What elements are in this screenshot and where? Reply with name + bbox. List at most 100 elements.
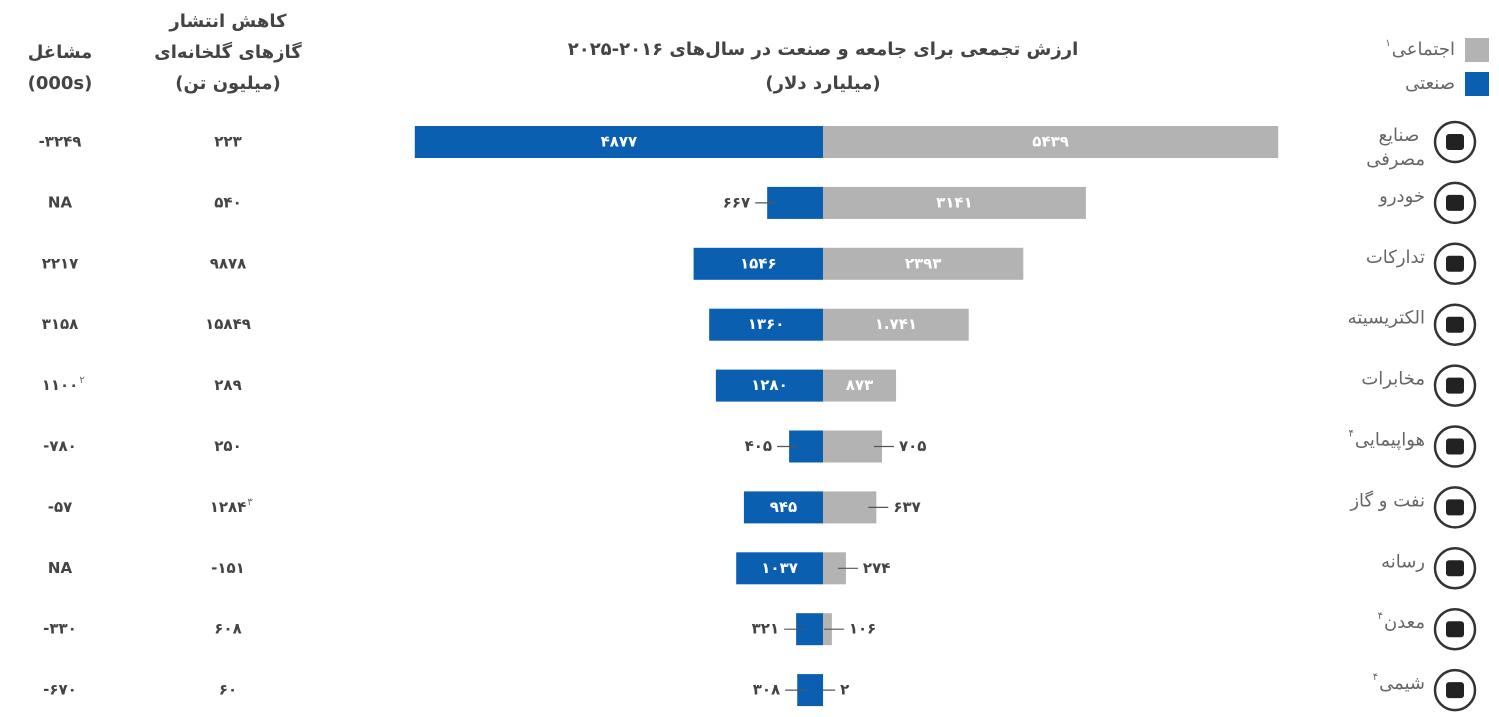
category-label: خودرو	[1378, 186, 1425, 207]
bar-value-label: ۲۷۴	[863, 559, 890, 577]
category-icon	[1433, 486, 1477, 529]
category-icon	[1433, 181, 1477, 225]
column-header: گازهای گلخانه‌ای	[154, 41, 302, 63]
bar	[823, 186, 1086, 219]
category-label: الکتریسیته	[1348, 308, 1425, 329]
icon-glyph	[1446, 194, 1464, 211]
table-cell: ۵۴۰	[214, 193, 241, 211]
column-header: مشاغل	[28, 42, 93, 63]
bar-value-label: ۶۶۷	[723, 193, 750, 211]
bar-value-label: ۸۷۳	[846, 376, 873, 394]
bar	[823, 430, 883, 463]
column-header: کاهش انتشار	[168, 11, 287, 32]
table-cell: ۱۱۰۰	[42, 376, 79, 394]
table-cell: ۱۲۸۴	[210, 498, 247, 516]
category-label: صنایع مصرفی	[1366, 125, 1425, 170]
icon-glyph	[1446, 377, 1464, 394]
category-label: معدن	[1384, 612, 1425, 633]
bar-value-label: ۶۳۷	[893, 498, 920, 516]
bar-value-label: ۱۳۶۰	[748, 315, 785, 333]
table-cell: ۶۰	[219, 681, 237, 699]
table-cell: ۲۸۹	[214, 376, 241, 394]
icon-ring	[1433, 547, 1477, 590]
table-cell: ۳۱۵۸	[42, 315, 79, 333]
icon-glyph	[1446, 316, 1464, 333]
bar	[823, 491, 877, 524]
footnote-mark: ۴	[1348, 429, 1353, 440]
footnote-mark: ۲	[79, 375, 84, 386]
category-line: صنایع	[1378, 125, 1425, 146]
category-label: هواپیمایی	[1355, 430, 1425, 451]
bar-value-label: ۳۰۸	[753, 681, 780, 699]
footnote-mark: ۱	[1385, 38, 1390, 49]
icon-ring	[1433, 668, 1477, 712]
icon-ring	[1433, 120, 1477, 164]
table-cell: NA	[48, 193, 73, 211]
icon-ring	[1433, 364, 1477, 407]
bar-value-label: ۱۰۶	[849, 620, 876, 638]
bar-value-label: ۲	[840, 681, 849, 699]
bar-value-label: ۴۸۷۷	[601, 133, 638, 151]
category-line: مصرفی	[1366, 149, 1425, 170]
bar	[414, 126, 823, 158]
table-cell: ۲۵۰	[214, 437, 241, 455]
icon-glyph	[1446, 255, 1464, 272]
bar-value-label: ۱۲۸۰	[751, 376, 788, 394]
table-cell: -۳۳۰	[43, 620, 77, 638]
category-icon	[1433, 425, 1477, 468]
category-label: تدارکات	[1366, 247, 1425, 268]
table-cell: -۳۲۴۹	[39, 133, 82, 151]
table-cell: -۵۷	[48, 498, 73, 516]
bar	[736, 552, 823, 585]
bar-value-label: ۷۰۵	[899, 437, 926, 455]
bar	[823, 369, 897, 402]
category-label: نفت و گاز	[1349, 489, 1425, 511]
footnote-mark: ۳	[247, 497, 253, 508]
footnote-mark: ۴	[1378, 611, 1383, 622]
chart-subtitle: (میلیارد دلار)	[765, 73, 880, 94]
icon-ring	[1433, 242, 1477, 286]
bar-value-label: ۹۴۵	[770, 498, 797, 516]
table-cell: ۱۵۸۴۹	[205, 315, 251, 333]
bar	[823, 308, 969, 341]
chart-title: ارزش تجمعی برای جامعه و صنعت در سال‌های …	[568, 39, 1079, 60]
column-header: (میلیون تن)	[175, 73, 281, 94]
bar	[709, 308, 823, 341]
icon-glyph	[1446, 621, 1464, 638]
icon-ring	[1433, 486, 1477, 529]
icon-ring	[1433, 303, 1477, 346]
bar	[715, 369, 823, 402]
icon-ring	[1433, 425, 1477, 468]
icon-ring	[1433, 181, 1477, 225]
category-icon	[1433, 607, 1477, 651]
bar-value-label: ۱.۷۴۱	[875, 315, 917, 333]
category-icon	[1433, 668, 1477, 712]
category-icon	[1433, 547, 1477, 590]
bar-value-label: ۲۳۹۳	[905, 254, 942, 272]
bar-value-label: ۳۱۴۱	[936, 193, 973, 211]
table-cell: ۶۰۸	[214, 620, 241, 638]
category-icon	[1433, 242, 1477, 286]
icon-glyph	[1446, 682, 1464, 699]
table-cell: ۹۸۷۸	[210, 254, 247, 272]
legend-swatch	[1465, 72, 1489, 96]
icon-glyph	[1446, 134, 1464, 150]
category-icon	[1433, 303, 1477, 346]
table-cell: ۲۲۱۷	[42, 254, 79, 272]
bar	[823, 247, 1024, 280]
icon-ring	[1433, 607, 1477, 651]
legend-swatch	[1465, 38, 1489, 62]
bar	[823, 552, 846, 585]
category-icon	[1433, 120, 1477, 164]
category-label: شیمی	[1379, 673, 1425, 694]
icon-glyph	[1446, 499, 1464, 516]
icon-glyph	[1446, 438, 1464, 455]
category-label: رسانه	[1381, 551, 1425, 572]
category-label: مخابرات	[1361, 369, 1425, 390]
bar	[693, 247, 823, 280]
bar	[823, 126, 1279, 158]
legend-label: صنعتی	[1405, 73, 1455, 94]
table-cell: -۷۸۰	[43, 437, 77, 455]
column-header: (000s)	[28, 73, 93, 94]
